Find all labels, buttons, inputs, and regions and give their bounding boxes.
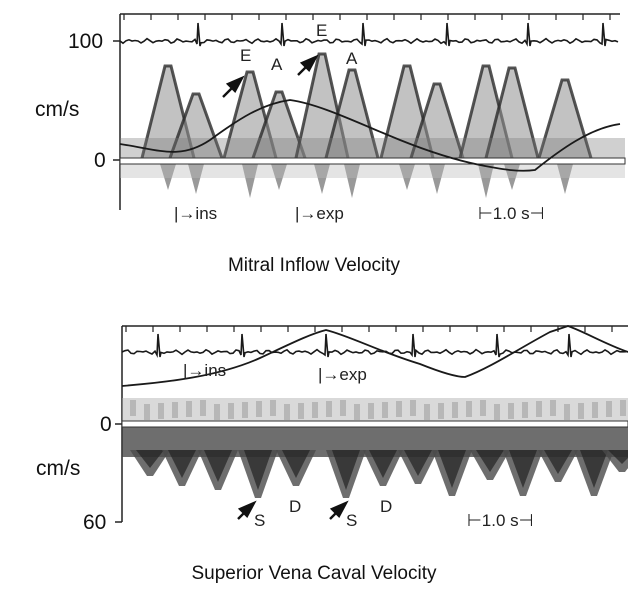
svc-doppler-image bbox=[115, 325, 628, 523]
svc-ecg-trace bbox=[121, 333, 627, 358]
caption-mitral: Mitral Inflow Velocity bbox=[227, 255, 401, 276]
svc-marker-expiration: |→exp bbox=[318, 365, 367, 384]
ecg-trace bbox=[119, 22, 619, 47]
y-tick-0: 0 bbox=[94, 149, 106, 172]
marker-a2: A bbox=[346, 49, 358, 68]
y-unit-label: cm/s bbox=[35, 98, 80, 121]
marker-e1: E bbox=[240, 46, 252, 65]
y-tick-100: 100 bbox=[68, 30, 104, 53]
svc-panel: 0 cm/s 60 |→ins |→exp S D S D ⊢1.0 s⊣ Su… bbox=[0, 300, 628, 591]
bottom-ruler-ticks bbox=[125, 326, 613, 332]
svc-marker-inspiration: |→ins bbox=[183, 361, 227, 380]
time-scale-bar: ⊢1.0 s⊣ bbox=[478, 204, 545, 223]
svc-respiration-trace bbox=[121, 325, 628, 387]
mitral-inflow-panel: 100 cm/s 0 E A E A |→ins |→exp ⊢1.0 s⊣ M… bbox=[0, 0, 628, 290]
svc-y-tick-60: 60 bbox=[83, 511, 107, 534]
svc-time-scale-bar: ⊢1.0 s⊣ bbox=[467, 511, 534, 530]
mitral-doppler-image bbox=[113, 13, 626, 210]
respiration-trace bbox=[119, 99, 621, 172]
caption-svc: Superior Vena Caval Velocity bbox=[191, 563, 437, 584]
marker-d2: D bbox=[380, 497, 393, 516]
top-ruler-ticks bbox=[123, 14, 611, 20]
svc-reverse-flow bbox=[122, 398, 628, 421]
marker-a1: A bbox=[271, 55, 283, 74]
mitral-spectral-signal bbox=[120, 52, 625, 198]
marker-d1: D bbox=[289, 497, 302, 516]
marker-e2: E bbox=[316, 21, 328, 40]
marker-s1: S bbox=[254, 511, 266, 530]
marker-expiration: |→exp bbox=[295, 204, 344, 223]
top-baseline bbox=[119, 157, 626, 165]
svc-y-tick-0: 0 bbox=[100, 413, 112, 436]
marker-s2: S bbox=[346, 511, 358, 530]
bottom-baseline bbox=[121, 420, 628, 428]
svc-spectral-signal bbox=[122, 427, 628, 498]
marker-inspiration: |→ins bbox=[174, 204, 218, 223]
svc-y-unit-label: cm/s bbox=[36, 457, 81, 480]
